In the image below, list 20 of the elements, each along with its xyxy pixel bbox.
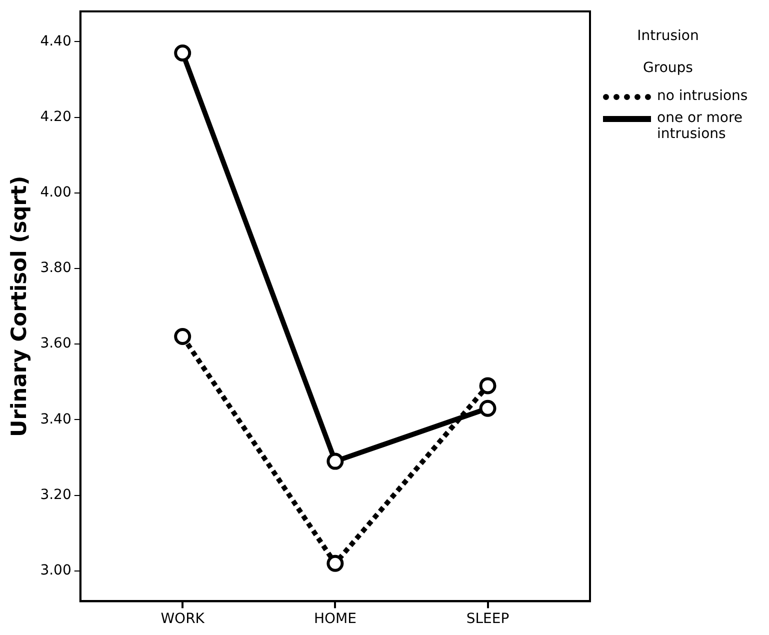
point <box>479 377 496 394</box>
y-tick-label: 4.00 <box>40 184 72 201</box>
legend-label: one or more intrusions <box>657 110 744 142</box>
legend-label: no intrusions <box>657 88 748 104</box>
y-tick-label: 4.20 <box>40 108 72 125</box>
point <box>326 452 344 470</box>
y-tick-label: 3.20 <box>40 486 72 503</box>
point <box>174 44 192 62</box>
y-tick-label: 3.40 <box>40 411 72 428</box>
y-tick-label: 3.80 <box>40 260 72 276</box>
x-tick-label: HOME <box>314 611 356 628</box>
point <box>174 328 192 346</box>
y-tick-label: 3.00 <box>40 562 72 579</box>
x-tick-label: SLEEP <box>466 611 510 628</box>
y-tick-label: 3.60 <box>40 336 72 352</box>
y-tick-label: 4.40 <box>40 33 72 50</box>
y-axis-title: Urinary Cortisol (sqrt) <box>7 176 32 437</box>
x-tick-label: WORK <box>160 611 206 628</box>
point <box>479 400 496 417</box>
point <box>326 554 344 572</box>
